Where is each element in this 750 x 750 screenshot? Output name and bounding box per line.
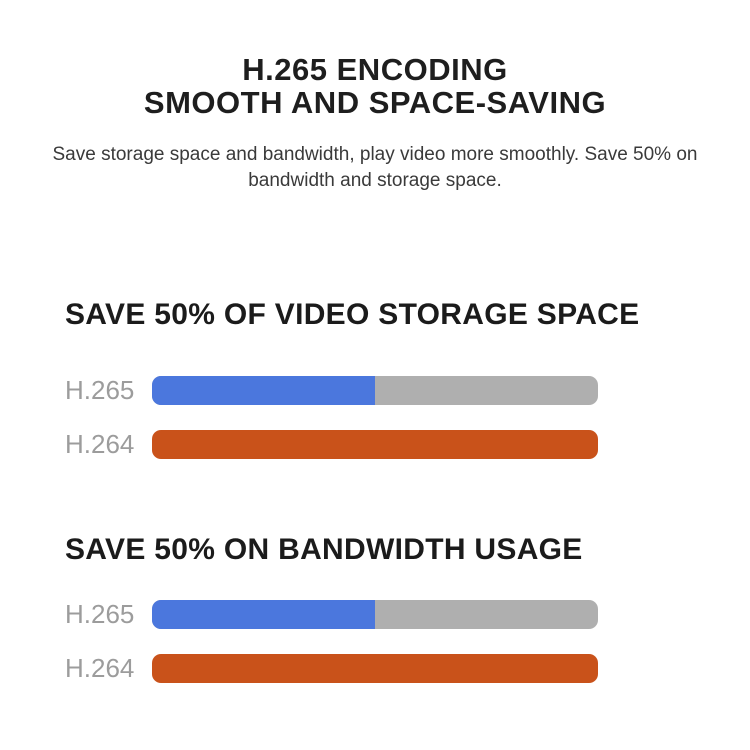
bar-bandwidth-h265 <box>152 600 598 629</box>
section-heading-storage: SAVE 50% OF VIDEO STORAGE SPACE <box>65 298 640 331</box>
bar-fill-bandwidth-h265 <box>152 600 375 629</box>
page-subtitle-line-2: bandwidth and storage space. <box>248 170 502 191</box>
bar-bandwidth-h264 <box>152 654 598 683</box>
bar-label-storage-h265: H.265 <box>65 375 135 405</box>
bar-label-storage-h264: H.264 <box>65 429 135 459</box>
page-title-line-1: H.265 ENCODING <box>242 52 508 87</box>
bar-storage-h265 <box>152 376 598 405</box>
bar-label-bandwidth-h264: H.264 <box>65 653 135 683</box>
bar-fill-storage-h265 <box>152 376 375 405</box>
page-subtitle-line-1: Save storage space and bandwidth, play v… <box>52 144 698 165</box>
page-subtitle: Save storage space and bandwidth, play v… <box>0 142 750 194</box>
bar-fill-bandwidth-h264 <box>152 654 598 683</box>
section-heading-bandwidth: SAVE 50% ON BANDWIDTH USAGE <box>65 533 583 566</box>
bar-label-bandwidth-h265: H.265 <box>65 599 135 629</box>
bar-fill-storage-h264 <box>152 430 598 459</box>
bar-storage-h264 <box>152 430 598 459</box>
page-title-line-2: SMOOTH AND SPACE-SAVING <box>143 85 607 120</box>
page-title: H.265 ENCODING SMOOTH AND SPACE-SAVING <box>0 53 750 119</box>
